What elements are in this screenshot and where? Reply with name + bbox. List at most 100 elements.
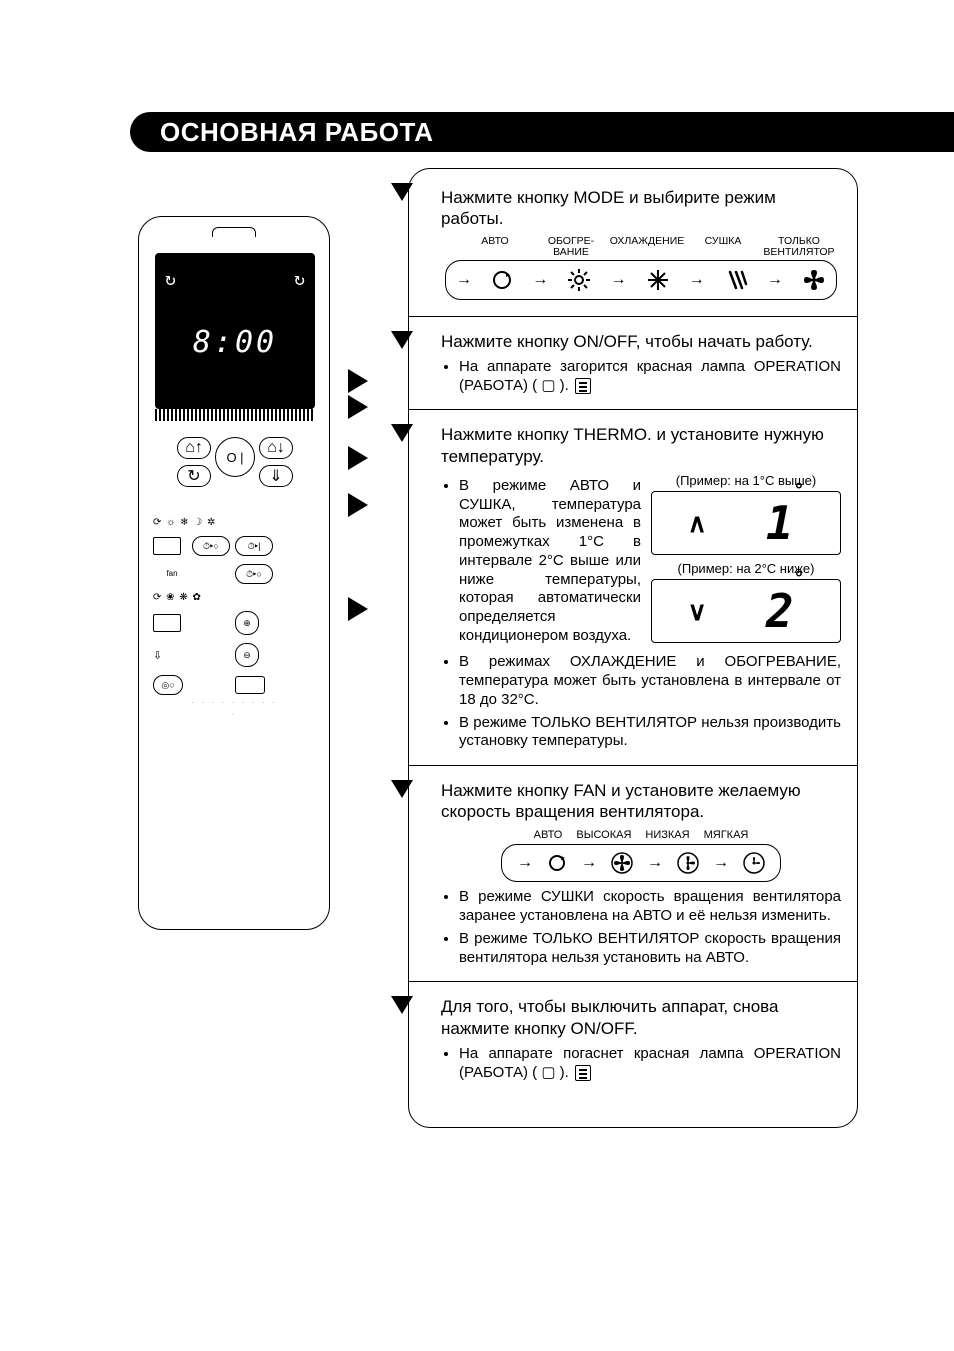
bullet-text: В режиме СУШКИ скорость вращения вентиля…: [459, 888, 841, 926]
fan-labels-row: АВТО ВЫСОКАЯ НИЗКАЯ МЯГКАЯ: [441, 829, 841, 843]
bullet-text: В режиме АВТО и СУШКА, температура может…: [459, 477, 641, 646]
mode-label-auto: АВТО: [457, 236, 533, 258]
display-icon-auto-right: ↻: [294, 269, 305, 290]
minus-button[interactable]: ⊖: [235, 643, 259, 667]
arrow-icon: →: [532, 270, 548, 290]
pointer-triangle: [348, 597, 368, 621]
example-2-box: ∨ 2°: [651, 579, 841, 643]
fan-speed-soft-icon: [743, 852, 765, 874]
page-title-bar: ОСНОВНАЯ РАБОТА: [130, 112, 954, 152]
degree-icon: °: [794, 480, 805, 501]
fan-icon: [802, 268, 826, 292]
example-1-box: ∧ 1°: [651, 491, 841, 555]
section-fan: Нажмите кнопку FAN и установите желаемую…: [409, 765, 857, 981]
small-box-2: [153, 614, 181, 632]
auto-icon: [547, 853, 567, 873]
arrow-icon: →: [610, 270, 626, 290]
remote-display: ↻ ↻ 8:00: [155, 253, 315, 409]
example-2-value: 2°: [766, 588, 805, 634]
section-marker-icon: [391, 424, 413, 442]
arrow-icon: →: [689, 270, 705, 290]
arrow-icon: →: [767, 270, 783, 290]
fan-label-soft: МЯГКАЯ: [704, 829, 749, 843]
bullet-text: В режиме ТОЛЬКО ВЕНТИЛЯТОР скорость вращ…: [459, 930, 841, 968]
pointer-triangle: [348, 395, 368, 419]
section-marker-icon: [391, 780, 413, 798]
section-onoff-stop-lead: Для того, чтобы выключить аппарат, снова…: [441, 996, 841, 1039]
degree-icon: °: [794, 568, 805, 589]
display-time: 8:00: [155, 325, 315, 360]
lamp-icon: [575, 1065, 591, 1081]
section-onoff-start: Нажмите кнопку ON/OFF, чтобы начать рабо…: [409, 316, 857, 410]
timer-button-3[interactable]: ⏱▸○: [235, 564, 273, 584]
fan-label-low: НИЗКАЯ: [645, 829, 689, 843]
remote-antenna: [212, 227, 256, 237]
snowflake-icon: [646, 268, 670, 292]
arrow-icon: →: [713, 853, 729, 873]
bullet-text: На аппарате погаснет красная лампа OPERA…: [459, 1045, 841, 1083]
auto-icon: [491, 269, 513, 291]
mode-label-cool: ОХЛАЖДЕНИЕ: [609, 236, 685, 258]
plus-button[interactable]: ⊕: [235, 611, 259, 635]
reset-box: [235, 676, 265, 694]
fan-cycle-diagram: → → → →: [501, 844, 781, 882]
section-onoff-stop: Для того, чтобы выключить аппарат, снова…: [409, 981, 857, 1096]
remote-foot-dots: · · · · · · · · · ·: [187, 697, 282, 721]
chevron-down-icon: ∨: [688, 595, 707, 628]
arrow-icon: →: [581, 853, 597, 873]
instruction-column: Нажмите кнопку MODE и выбирите режим раб…: [408, 168, 858, 1128]
pointer-triangle: [348, 446, 368, 470]
fan-speed-high-icon: [611, 852, 633, 874]
remote-lower-panel: ⟳ ☼ ❄ ☽ ✲ ⏱▸○ ⏱▸| fan ⏱▸○ ⟳ ❀ ❋ ✿ ⊕ ⇩: [153, 517, 317, 703]
example-2-label: (Пример: на 2°C ниже): [651, 561, 841, 577]
bullet-text: В режимах ОХЛАЖДЕНИЕ и ОБОГРЕВАНИЕ, темп…: [459, 653, 841, 709]
sun-icon: [567, 268, 591, 292]
arrow-icon: →: [456, 270, 472, 290]
small-box-1: [153, 537, 181, 555]
section-mode-lead: Нажмите кнопку MODE и выбирите режим раб…: [441, 187, 841, 230]
timer-button-2[interactable]: ⏱▸|: [235, 536, 273, 556]
section-thermo-lead: Нажмите кнопку THERMO. и установите нужн…: [441, 424, 841, 467]
pointer-triangle: [348, 493, 368, 517]
fan-label-high: ВЫСОКАЯ: [576, 829, 631, 843]
mode-button[interactable]: ↻: [177, 465, 211, 487]
timer-button-1[interactable]: ⏱▸○: [192, 536, 230, 556]
section-marker-icon: [391, 331, 413, 349]
page-title: ОСНОВНАЯ РАБОТА: [160, 117, 434, 148]
display-icon-auto-left: ↻: [165, 269, 176, 290]
thermo-up-button[interactable]: ⌂↑: [177, 437, 211, 459]
section-thermo: Нажмите кнопку THERMO. и установите нужн…: [409, 409, 857, 765]
arrow-icon: →: [517, 853, 533, 873]
mode-label-fanonly: ТОЛЬКО ВЕНТИЛЯТОР: [761, 236, 837, 258]
lamp-icon: [575, 378, 591, 394]
remote-hatched-strip: [155, 409, 315, 421]
mode-cycle-diagram: → → → → →: [445, 260, 837, 300]
page: ОСНОВНАЯ РАБОТА ↻ ↻ 8:00 ⌂↑ O | ⌂↓ ↻ ⇓ ⟳…: [0, 0, 954, 1351]
remote-illustration: ↻ ↻ 8:00 ⌂↑ O | ⌂↓ ↻ ⇓ ⟳ ☼ ❄ ☽ ✲ ⏱▸○ ⏱▸|…: [138, 216, 330, 930]
example-1-label: (Пример: на 1°C выше): [651, 473, 841, 489]
example-1-value: 1°: [766, 500, 805, 546]
chevron-up-icon: ∧: [688, 507, 707, 540]
section-fan-lead: Нажмите кнопку FAN и установите желаемую…: [441, 780, 841, 823]
fan-label-auto: АВТО: [534, 829, 563, 843]
mode-label-dry: СУШКА: [685, 236, 761, 258]
section-marker-icon: [391, 996, 413, 1014]
thermo-examples: (Пример: на 1°C выше) ∧ 1° (Пример: на 2…: [651, 473, 841, 650]
section-mode: Нажмите кнопку MODE и выбирите режим раб…: [409, 169, 857, 316]
fan-button[interactable]: ⇓: [259, 465, 293, 487]
thermo-down-button[interactable]: ⌂↓: [259, 437, 293, 459]
pointer-triangle: [348, 369, 368, 393]
bullet-text: На аппарате загорится красная лампа OPER…: [459, 358, 841, 396]
onoff-button[interactable]: O |: [215, 437, 255, 477]
swing-button[interactable]: ◎○: [153, 675, 183, 695]
mode-label-heat: ОБОГРЕ- ВАНИЕ: [533, 236, 609, 258]
dry-icon: [724, 268, 748, 292]
section-marker-icon: [391, 183, 413, 201]
fan-icons-row: ⟳ ❀ ❋ ✿: [153, 592, 202, 603]
fan-label: fan: [153, 570, 191, 578]
bullet-text: В режиме ТОЛЬКО ВЕНТИЛЯТОР нельзя произв…: [459, 714, 841, 752]
section-onoff-start-lead: Нажмите кнопку ON/OFF, чтобы начать рабо…: [441, 331, 841, 352]
fan-speed-low-icon: [677, 852, 699, 874]
mode-labels-row: АВТО ОБОГРЕ- ВАНИЕ ОХЛАЖДЕНИЕ СУШКА ТОЛЬ…: [457, 236, 837, 258]
arrow-icon: →: [647, 853, 663, 873]
